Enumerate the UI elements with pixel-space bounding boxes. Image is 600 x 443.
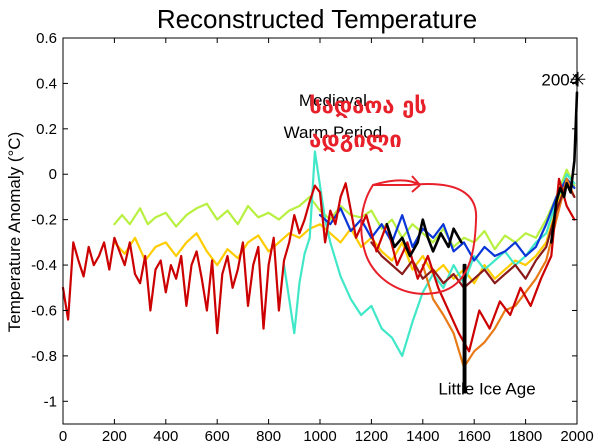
- y-tick-label: -0.8: [31, 348, 57, 365]
- series-line-6: [61, 177, 576, 353]
- series-line-7: [385, 218, 463, 258]
- annotation-5: ადგილი: [309, 128, 402, 153]
- x-tick-label: 600: [205, 428, 230, 443]
- tick-layer: 0 200 400 600 800 1000 1200 1400 1600 1800 2000 0.6…: [31, 30, 594, 443]
- series-line-1: [113, 177, 576, 285]
- y-tick-label: 0.6: [36, 30, 57, 47]
- y-tick-label: -1: [44, 393, 57, 410]
- series-line-3: [318, 177, 576, 262]
- x-tick-label: 1200: [355, 428, 388, 443]
- red-scribble-annotation: [360, 175, 478, 295]
- series-line-8: [462, 263, 467, 394]
- y-tick-label: -0.4: [31, 257, 57, 274]
- x-tick-label: 800: [256, 428, 281, 443]
- annotation-layer: Medieval Warm Period Little Ice Age 2004 სად…: [284, 70, 587, 399]
- y-axis-label: Temperature Anomaly (°C): [5, 132, 24, 332]
- x-tick-label: 400: [153, 428, 178, 443]
- annotation-1: Warm Period: [284, 123, 383, 142]
- x-tick-label: 2000: [560, 428, 593, 443]
- x-tick-label: 200: [102, 428, 127, 443]
- series-layer: [61, 91, 579, 394]
- x-tick-label: 0: [59, 428, 67, 443]
- chart-title: Reconstructed Temperature: [157, 4, 477, 34]
- annotation-2: Little Ice Age: [438, 380, 535, 399]
- x-tick-label: 1400: [406, 428, 439, 443]
- x-tick-label: 1800: [509, 428, 542, 443]
- y-tick-label: -0.6: [31, 302, 57, 319]
- series-line-5: [370, 182, 576, 289]
- y-tick-label: 0.4: [36, 75, 57, 92]
- series-line-2: [282, 150, 576, 357]
- y-tick-label: 0.2: [36, 121, 57, 138]
- series-line-0: [113, 168, 576, 251]
- asterisk-marker-icon: ✳: [570, 70, 587, 92]
- x-tick-label: 1000: [303, 428, 336, 443]
- annotation-4: სადაოა ეს: [309, 94, 427, 119]
- annotation-3: 2004: [541, 71, 579, 90]
- y-tick-label: -0.2: [31, 212, 57, 229]
- y-tick-label: 0: [49, 166, 57, 183]
- annotation-0: Medieval: [299, 91, 367, 110]
- series-line-9: [549, 91, 579, 244]
- x-tick-label: 1600: [458, 428, 491, 443]
